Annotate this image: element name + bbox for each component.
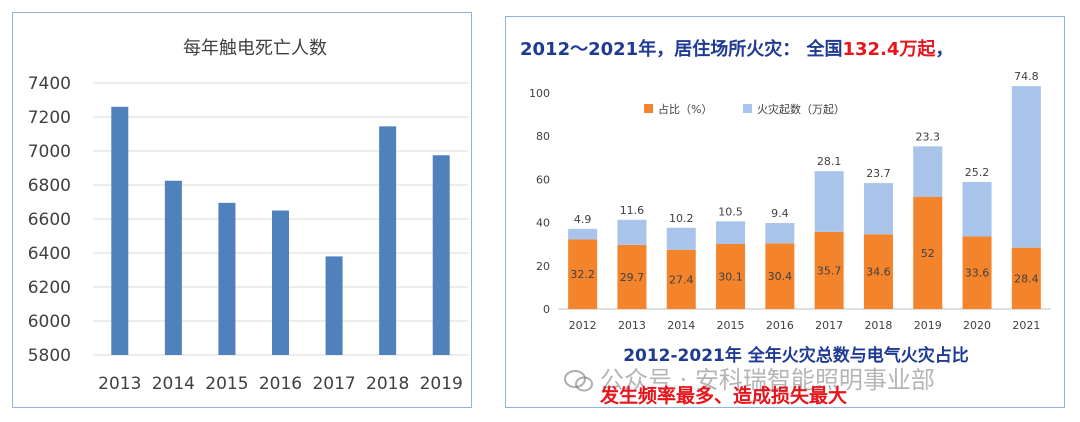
x-tick-label: 2016	[766, 319, 794, 332]
bar-share	[913, 196, 943, 309]
bar-share	[814, 231, 844, 309]
bar-share	[666, 249, 696, 309]
y-tick-label: 6600	[28, 210, 71, 230]
bar	[164, 180, 182, 355]
legend-swatch-share	[644, 104, 653, 113]
y-tick-label: 5800	[28, 346, 71, 366]
y-tick-label: 7000	[28, 142, 71, 162]
highlight-note: 发生频率最多、造成损失最大	[600, 385, 848, 407]
bar-share	[765, 243, 795, 309]
data-label-share: 29.7	[620, 271, 645, 284]
bar-fires	[765, 223, 795, 244]
y-tick-label: 60	[536, 173, 550, 186]
headline-title: 2012～2021年，居住场所火灾： 全国132.4万起，	[520, 38, 953, 60]
data-label-fires: 10.2	[669, 212, 694, 225]
bar-share	[1011, 247, 1041, 309]
x-tick-label: 2017	[312, 374, 355, 394]
y-tick-label: 7200	[28, 108, 71, 128]
x-tick-label: 2019	[420, 374, 463, 394]
x-tick-label: 2021	[1012, 319, 1040, 332]
x-tick-label: 2014	[152, 374, 195, 394]
x-tick-label: 2016	[259, 374, 302, 394]
bar-fires	[666, 227, 696, 250]
y-tick-label: 0	[543, 303, 550, 316]
right-chart-panel: 2012～2021年，居住场所火灾： 全国132.4万起， 100 80 60 40 20…	[505, 16, 1065, 408]
data-label-fires: 10.5	[718, 205, 743, 218]
watermark: 公众号 · 安科瑞智能照明事业部	[564, 360, 935, 395]
data-label-share: 30.1	[718, 270, 743, 283]
bar-share	[716, 243, 746, 309]
x-tick-label: 2013	[618, 319, 646, 332]
data-label-fires: 74.8	[1014, 70, 1039, 83]
y-tick-label: 7400	[28, 74, 71, 94]
chart-title: 每年触电死亡人数	[183, 38, 327, 59]
bar-fires	[716, 221, 746, 244]
residential-fire-chart: 2012～2021年，居住场所火灾： 全国132.4万起， 100 80 60 40 20…	[520, 38, 1051, 366]
data-label-share: 32.2	[570, 268, 595, 281]
x-tick-label: 2018	[366, 374, 409, 394]
bar	[272, 210, 289, 355]
bar-share	[863, 234, 893, 309]
data-label-fires: 11.6	[620, 204, 645, 217]
data-label-fires: 9.4	[771, 207, 789, 220]
x-tick-label: 2012	[569, 319, 597, 332]
bar-fires	[962, 181, 992, 237]
y-tick-label: 6400	[28, 244, 71, 264]
y-tick-label: 100	[529, 87, 550, 100]
chart-subtitle: 2012-2021年 全年火灾总数与电气火灾占比	[623, 345, 969, 366]
data-label-share: 30.4	[768, 270, 793, 283]
bar	[432, 155, 450, 355]
data-label-fires: 4.9	[574, 213, 592, 226]
y-tick-label: 80	[536, 130, 550, 143]
bar-share	[962, 236, 992, 309]
data-label-share: 28.4	[1014, 272, 1039, 285]
data-label-fires: 23.7	[866, 167, 891, 180]
x-tick-label: 2013	[98, 374, 141, 394]
bar-share	[568, 239, 598, 309]
legend-swatch-fires	[743, 104, 752, 113]
bar-fires	[814, 171, 844, 232]
data-label-fires: 28.1	[817, 155, 842, 168]
bar	[379, 126, 397, 355]
x-tick-label: 2018	[864, 319, 892, 332]
bar-fires	[568, 228, 598, 240]
data-label-share: 34.6	[866, 266, 891, 279]
left-chart-panel: 每年触电死亡人数 7400 7200 7000 6800 6600 6400 6200 6000…	[12, 12, 472, 408]
x-tick-label: 2015	[717, 319, 745, 332]
data-label-fires: 23.3	[916, 130, 941, 143]
x-tick-label: 2015	[205, 374, 248, 394]
electrocution-deaths-chart: 每年触电死亡人数 7400 7200 7000 6800 6600 6400 6200 6000…	[28, 38, 468, 394]
legend-label-share: 占比（%）	[658, 102, 712, 116]
bar	[111, 106, 129, 355]
bar-fires	[913, 146, 943, 197]
data-label-fires: 25.2	[965, 166, 990, 179]
x-tick-label: 2019	[914, 319, 942, 332]
data-label-share: 52	[921, 247, 935, 260]
x-tick-label: 2014	[667, 319, 695, 332]
data-label-share: 27.4	[669, 273, 694, 286]
data-label-share: 35.7	[817, 264, 842, 277]
bar-fires	[863, 183, 893, 235]
data-label-share: 33.6	[965, 267, 990, 280]
y-tick-label: 20	[536, 260, 550, 273]
bar-share	[617, 244, 647, 309]
watermark-text: 公众号 · 安科瑞智能照明事业部	[600, 366, 935, 394]
bar-fires	[617, 219, 647, 245]
bar	[218, 202, 236, 355]
y-tick-label: 40	[536, 217, 550, 230]
y-tick-label: 6000	[28, 312, 71, 332]
x-tick-label: 2017	[815, 319, 843, 332]
y-tick-label: 6200	[28, 278, 71, 298]
legend-label-fires: 火灾起数（万起）	[757, 102, 845, 116]
y-tick-label: 6800	[28, 176, 71, 196]
bar	[325, 256, 343, 355]
wechat-icon	[564, 370, 593, 392]
bar-fires	[1011, 86, 1041, 248]
x-tick-label: 2020	[963, 319, 991, 332]
